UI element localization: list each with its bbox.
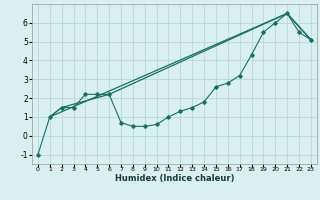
X-axis label: Humidex (Indice chaleur): Humidex (Indice chaleur) <box>115 174 234 183</box>
